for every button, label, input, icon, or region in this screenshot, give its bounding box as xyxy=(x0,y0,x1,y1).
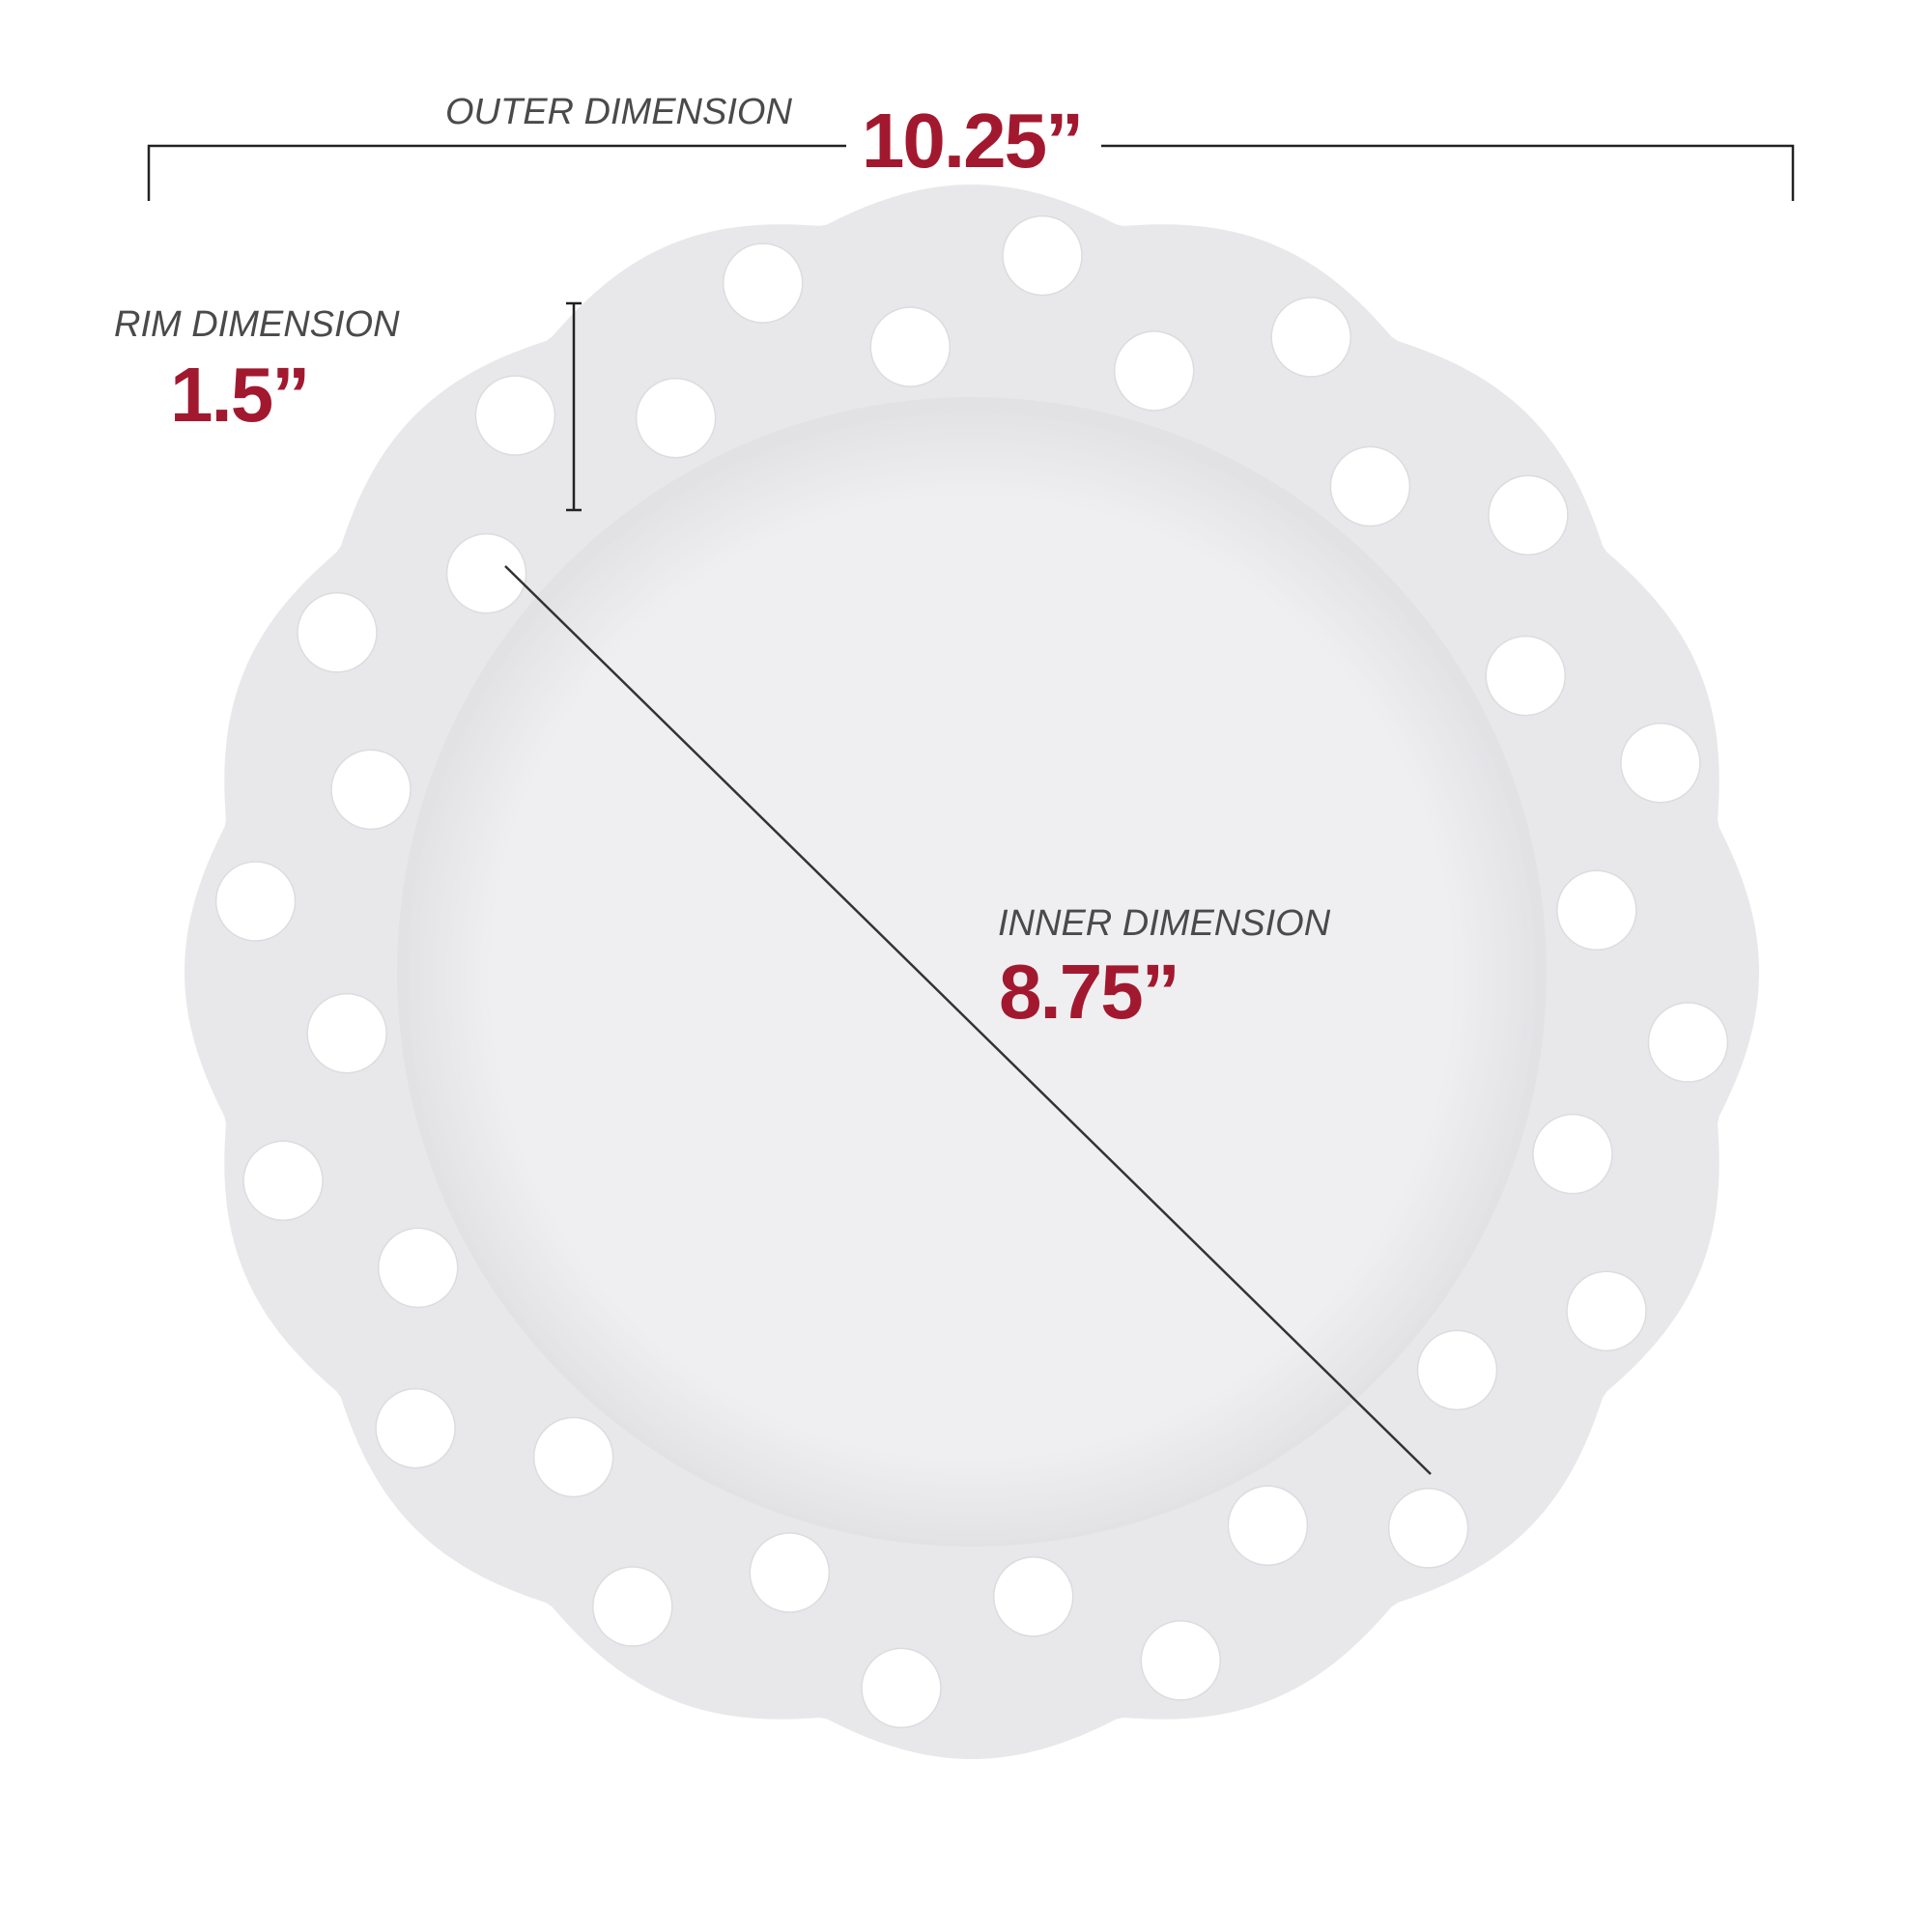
rim-dot xyxy=(330,749,412,831)
rim-dot xyxy=(1532,1113,1613,1195)
rim-dot xyxy=(378,1227,459,1309)
rim-dot xyxy=(869,306,952,387)
rim-label: RIM DIMENSION xyxy=(114,304,400,345)
rim-dot xyxy=(992,1556,1074,1637)
rim-dot xyxy=(1620,722,1701,804)
rim-dot xyxy=(445,532,527,614)
outer-bracket xyxy=(147,144,1795,201)
rim-dot xyxy=(1488,474,1569,556)
rim-dot xyxy=(242,1140,324,1222)
outer-value: 10.25” xyxy=(862,98,1082,184)
rim-dot xyxy=(635,378,717,459)
rim-dot xyxy=(214,861,297,942)
plate xyxy=(178,178,1766,1766)
rim-dot xyxy=(1647,1002,1729,1083)
rim-dot xyxy=(1270,297,1351,378)
rim-dot xyxy=(375,1387,456,1469)
rim-dot xyxy=(861,1647,942,1729)
rim-dot xyxy=(592,1566,673,1647)
rim-dot xyxy=(306,992,387,1074)
rim-dot xyxy=(1566,1270,1647,1351)
rim-dot xyxy=(1329,445,1411,527)
rim-bracket xyxy=(566,301,582,512)
inner-diagonal xyxy=(504,565,1432,1475)
rim-value: 1.5” xyxy=(170,352,308,438)
inner-label: INNER DIMENSION xyxy=(998,903,1331,944)
rim-dot xyxy=(1485,635,1566,717)
rim-dots xyxy=(214,214,1729,1729)
rim-dot xyxy=(1140,1620,1222,1701)
rim-dot xyxy=(1113,330,1195,412)
rim-dot xyxy=(297,592,378,673)
rim-dot xyxy=(474,375,556,456)
rim-dot xyxy=(749,1532,831,1613)
outer-label: OUTER DIMENSION xyxy=(445,92,792,132)
inner-value: 8.75” xyxy=(999,949,1179,1035)
rim-dot xyxy=(1556,869,1637,952)
plate-well xyxy=(407,412,1537,1543)
rim-dot xyxy=(532,1416,614,1498)
rim-dot xyxy=(1002,214,1083,297)
rim-dot xyxy=(1416,1329,1498,1411)
rim-dot xyxy=(1387,1488,1469,1569)
rim-dot xyxy=(722,242,804,324)
rim-dot xyxy=(1227,1485,1309,1566)
